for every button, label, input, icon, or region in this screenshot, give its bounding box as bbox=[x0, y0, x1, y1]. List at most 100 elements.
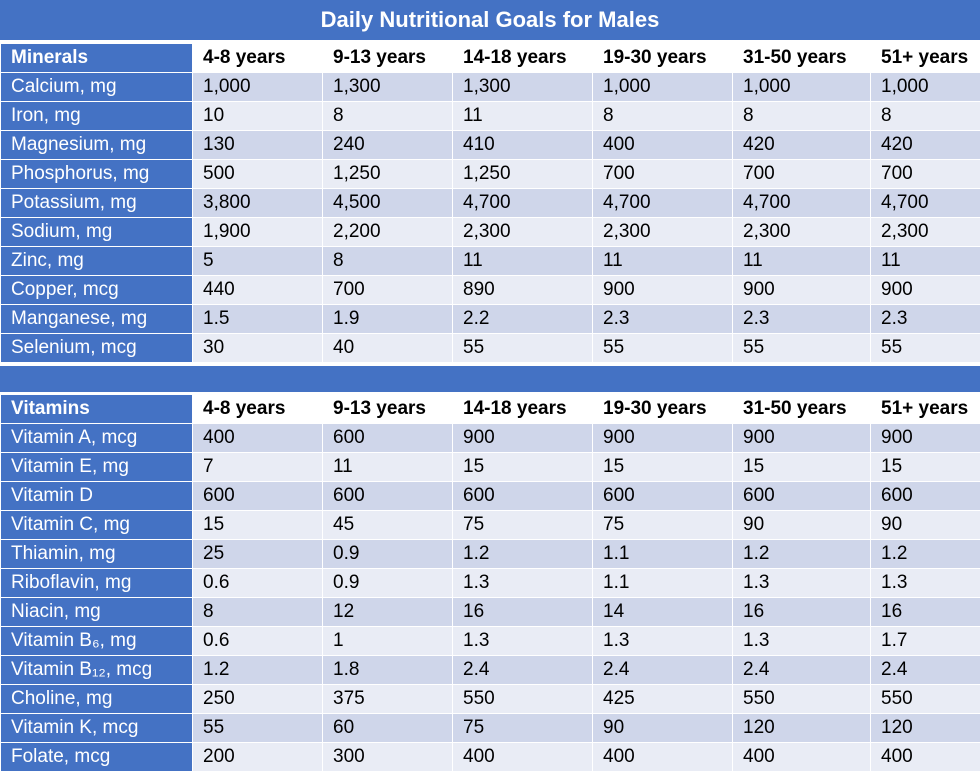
table-cell: 900 bbox=[592, 275, 733, 305]
section-header: Minerals bbox=[0, 43, 193, 73]
table-cell: 420 bbox=[732, 130, 871, 160]
table-cell: 11 bbox=[452, 246, 593, 276]
table-cell: 1,000 bbox=[870, 72, 980, 102]
table-cell: 8 bbox=[192, 597, 323, 627]
row-label: Potassium, mg bbox=[0, 188, 193, 218]
table-cell: 700 bbox=[870, 159, 980, 189]
table-cell: 1,300 bbox=[322, 72, 453, 102]
table-cell: 2,300 bbox=[452, 217, 593, 247]
table-cell: 400 bbox=[592, 130, 733, 160]
minerals-header-row: Minerals 4-8 years 9-13 years 14-18 years 19… bbox=[0, 43, 980, 73]
page-title: Daily Nutritional Goals for Males bbox=[0, 0, 980, 40]
table-row: Calcium, mg 1,000 1,300 1,300 1,000 1,000 1,00… bbox=[0, 72, 980, 102]
table-cell: 375 bbox=[322, 684, 453, 714]
vitamins-table: Vitamins 4-8 years 9-13 years 14-18 years 19… bbox=[0, 394, 980, 772]
table-cell: 600 bbox=[452, 481, 593, 511]
table-cell: 1.2 bbox=[192, 655, 323, 685]
table-cell: 250 bbox=[192, 684, 323, 714]
table-cell: 1.8 bbox=[322, 655, 453, 685]
table-cell: 130 bbox=[192, 130, 323, 160]
table-cell: 420 bbox=[870, 130, 980, 160]
section-header: Vitamins bbox=[0, 394, 193, 424]
row-label: Vitamin B₁₂, mcg bbox=[0, 655, 193, 685]
table-cell: 1.5 bbox=[192, 304, 323, 334]
row-label: Vitamin E, mg bbox=[0, 452, 193, 482]
table-cell: 600 bbox=[192, 481, 323, 511]
table-cell: 8 bbox=[322, 101, 453, 131]
column-header: 14-18 years bbox=[452, 43, 593, 73]
row-label: Riboflavin, mg bbox=[0, 568, 193, 598]
table-cell: 75 bbox=[452, 713, 593, 743]
table-row: Sodium, mg 1,900 2,200 2,300 2,300 2,300 2,300 bbox=[0, 217, 980, 247]
row-label: Vitamin C, mg bbox=[0, 510, 193, 540]
table-row: Vitamin E, mg 7 11 15 15 15 15 bbox=[0, 452, 980, 482]
column-header: 19-30 years bbox=[592, 394, 733, 424]
table-cell: 2.4 bbox=[732, 655, 871, 685]
table-cell: 425 bbox=[592, 684, 733, 714]
table-row: Thiamin, mg 25 0.9 1.2 1.1 1.2 1.2 bbox=[0, 539, 980, 569]
table-cell: 4,700 bbox=[592, 188, 733, 218]
table-cell: 900 bbox=[592, 423, 733, 453]
table-cell: 90 bbox=[592, 713, 733, 743]
table-cell: 4,700 bbox=[870, 188, 980, 218]
table-cell: 1.3 bbox=[732, 568, 871, 598]
table-cell: 890 bbox=[452, 275, 593, 305]
column-header: 19-30 years bbox=[592, 43, 733, 73]
row-label: Manganese, mg bbox=[0, 304, 193, 334]
table-cell: 550 bbox=[870, 684, 980, 714]
table-cell: 600 bbox=[870, 481, 980, 511]
table-cell: 55 bbox=[192, 713, 323, 743]
table-cell: 900 bbox=[452, 423, 593, 453]
table-row: Copper, mcg 440 700 890 900 900 900 bbox=[0, 275, 980, 305]
row-label: Calcium, mg bbox=[0, 72, 193, 102]
column-header: 31-50 years bbox=[732, 394, 871, 424]
table-row: Zinc, mg 5 8 11 11 11 11 bbox=[0, 246, 980, 276]
column-header: 31-50 years bbox=[732, 43, 871, 73]
row-label: Niacin, mg bbox=[0, 597, 193, 627]
table-cell: 200 bbox=[192, 742, 323, 772]
row-label: Magnesium, mg bbox=[0, 130, 193, 160]
row-label: Phosphorus, mg bbox=[0, 159, 193, 189]
table-cell: 300 bbox=[322, 742, 453, 772]
table-row: Selenium, mcg 30 40 55 55 55 55 bbox=[0, 333, 980, 363]
table-cell: 7 bbox=[192, 452, 323, 482]
table-cell: 1.2 bbox=[870, 539, 980, 569]
table-cell: 900 bbox=[732, 275, 871, 305]
table-cell: 2.3 bbox=[732, 304, 871, 334]
column-header: 9-13 years bbox=[322, 43, 453, 73]
table-cell: 550 bbox=[452, 684, 593, 714]
table-cell: 25 bbox=[192, 539, 323, 569]
table-cell: 0.6 bbox=[192, 568, 323, 598]
table-row: Choline, mg 250 375 550 425 550 550 bbox=[0, 684, 980, 714]
table-cell: 45 bbox=[322, 510, 453, 540]
table-cell: 10 bbox=[192, 101, 323, 131]
column-header: 51+ years bbox=[870, 394, 980, 424]
table-cell: 440 bbox=[192, 275, 323, 305]
table-cell: 1,000 bbox=[592, 72, 733, 102]
table-row: Niacin, mg 8 12 16 14 16 16 bbox=[0, 597, 980, 627]
table-cell: 3,800 bbox=[192, 188, 323, 218]
table-cell: 55 bbox=[592, 333, 733, 363]
table-cell: 600 bbox=[732, 481, 871, 511]
table-cell: 120 bbox=[870, 713, 980, 743]
table-cell: 2,300 bbox=[870, 217, 980, 247]
table-cell: 55 bbox=[732, 333, 871, 363]
column-header: 51+ years bbox=[870, 43, 980, 73]
table-row: Vitamin A, mcg 400 600 900 900 900 900 bbox=[0, 423, 980, 453]
row-label: Copper, mcg bbox=[0, 275, 193, 305]
column-header: 14-18 years bbox=[452, 394, 593, 424]
table-cell: 2.3 bbox=[870, 304, 980, 334]
table-cell: 120 bbox=[732, 713, 871, 743]
table-cell: 1.1 bbox=[592, 568, 733, 598]
table-cell: 60 bbox=[322, 713, 453, 743]
table-cell: 600 bbox=[322, 423, 453, 453]
table-cell: 700 bbox=[322, 275, 453, 305]
table-cell: 1.2 bbox=[452, 539, 593, 569]
table-cell: 1.1 bbox=[592, 539, 733, 569]
table-cell: 1.3 bbox=[870, 568, 980, 598]
table-cell: 16 bbox=[452, 597, 593, 627]
table-row: Potassium, mg 3,800 4,500 4,700 4,700 4,700 4,… bbox=[0, 188, 980, 218]
table-cell: 90 bbox=[732, 510, 871, 540]
table-cell: 2.4 bbox=[870, 655, 980, 685]
row-label: Iron, mg bbox=[0, 101, 193, 131]
